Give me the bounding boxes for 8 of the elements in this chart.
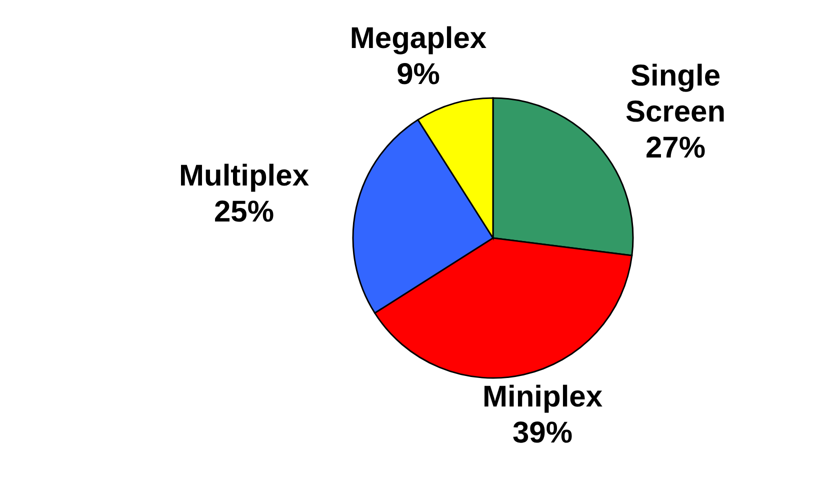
data-label: 39% [512, 416, 573, 450]
data-label: 25% [214, 195, 274, 228]
data-label: 9% [396, 58, 440, 92]
slice-label: Single Screen [625, 59, 726, 128]
data-label: 27% [646, 131, 706, 164]
slice-label: Megaplex [350, 22, 487, 56]
slice-label: Miniplex [482, 380, 603, 414]
slice-label: Multiplex [179, 159, 310, 192]
